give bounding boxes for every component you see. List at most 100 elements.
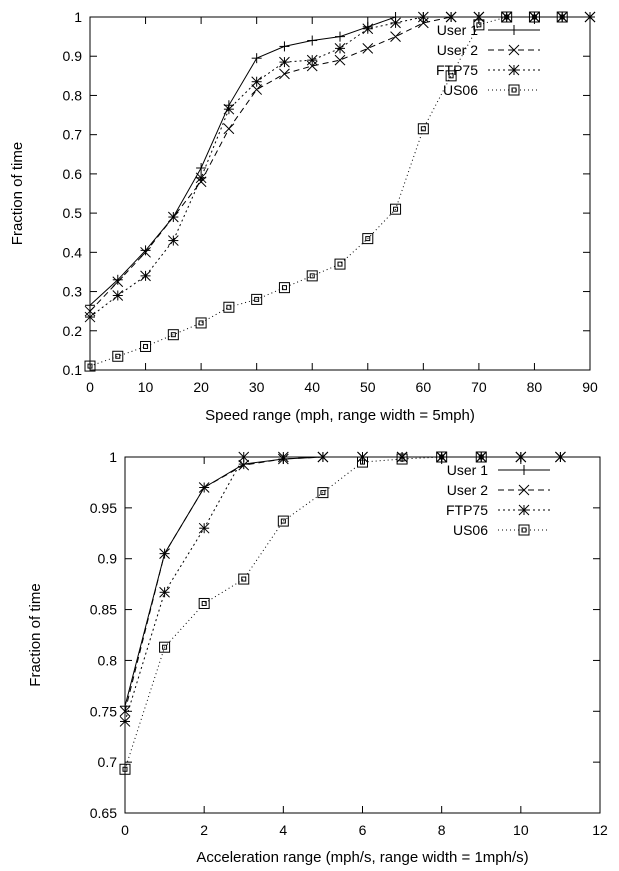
legend-marker xyxy=(508,44,520,56)
data-point xyxy=(119,763,131,775)
y-tick-label: 0.8 xyxy=(63,87,83,103)
data-point xyxy=(112,350,124,362)
series-user-1 xyxy=(120,452,566,712)
data-point xyxy=(475,451,487,463)
data-point xyxy=(223,123,235,135)
data-point xyxy=(501,11,513,23)
x-tick-label: 0 xyxy=(121,822,129,838)
y-tick-label: 0.9 xyxy=(63,48,83,64)
data-point xyxy=(223,301,235,313)
x-tick-label: 30 xyxy=(249,379,265,395)
data-point xyxy=(473,11,485,23)
x-tick-label: 80 xyxy=(527,379,543,395)
series-line xyxy=(124,456,561,712)
data-point xyxy=(112,276,124,288)
data-point xyxy=(473,19,485,31)
y-tick-label: 0.9 xyxy=(98,551,118,567)
data-point xyxy=(306,60,318,72)
data-point xyxy=(279,68,290,80)
data-point xyxy=(390,17,401,29)
x-axis-label: Acceleration range (mph/s, range width =… xyxy=(196,849,528,866)
series-line xyxy=(124,456,482,770)
legend: User 1 User 2 FTP75 US06 xyxy=(446,462,550,538)
data-point xyxy=(159,641,171,653)
x-tick-label: 60 xyxy=(416,379,432,395)
y-tick-label: 1 xyxy=(109,449,117,465)
x-tick-label: 10 xyxy=(513,822,529,838)
data-point xyxy=(251,84,263,95)
data-point xyxy=(362,23,374,35)
series-ftp75 xyxy=(84,11,596,323)
data-point xyxy=(317,451,329,463)
chart-2: 0 2 4 6 8 10 12 0.65 0.7 0.75 0.8 0.85 0.9 0.95 1 Accel… xyxy=(27,449,608,866)
y-tick-label: 0.7 xyxy=(98,754,118,770)
x-tick-label: 70 xyxy=(471,379,487,395)
data-point xyxy=(140,246,151,258)
data-point xyxy=(198,482,210,493)
series-line xyxy=(124,456,561,707)
y-tick-label: 0.85 xyxy=(90,602,117,618)
data-point xyxy=(390,31,401,42)
data-point xyxy=(396,453,408,465)
data-point xyxy=(238,573,250,585)
series-us06 xyxy=(119,451,487,775)
legend-label: FTP75 xyxy=(446,502,488,518)
data-point xyxy=(85,300,95,311)
y-tick-label: 0.3 xyxy=(63,284,83,300)
data-point xyxy=(556,11,568,23)
data-point xyxy=(317,487,329,499)
data-point xyxy=(362,43,374,54)
y-tick-label: 1 xyxy=(74,9,82,25)
data-point xyxy=(445,11,457,23)
data-point xyxy=(84,311,96,323)
series-ftp75 xyxy=(119,451,566,727)
series-user-1 xyxy=(85,12,595,311)
data-point xyxy=(223,103,235,115)
data-point xyxy=(119,705,131,717)
x-tick-label: 40 xyxy=(304,379,320,395)
data-point xyxy=(196,163,207,174)
data-point xyxy=(251,53,262,64)
data-point xyxy=(112,290,124,301)
x-tick-label: 2 xyxy=(200,822,208,838)
legend: User 1 User 2 FTP75 US06 xyxy=(436,22,540,98)
y-tick-label: 0.7 xyxy=(63,127,83,143)
series-line xyxy=(89,16,590,312)
data-point xyxy=(555,451,566,463)
y-tick-label: 0.4 xyxy=(63,244,83,260)
data-point xyxy=(84,360,96,372)
data-point xyxy=(277,451,289,463)
series-user-2 xyxy=(84,11,596,317)
x-tick-label: 20 xyxy=(193,379,209,395)
data-point xyxy=(278,282,290,294)
x-tick-label: 10 xyxy=(138,379,154,395)
data-point xyxy=(445,70,457,82)
data-point xyxy=(417,17,429,29)
series-line xyxy=(124,456,561,722)
data-point xyxy=(436,451,448,463)
data-point xyxy=(584,11,596,23)
data-point xyxy=(306,270,318,282)
data-point xyxy=(417,11,429,23)
data-point xyxy=(238,459,250,471)
x-tick-label: 50 xyxy=(360,379,376,395)
y-tick-label: 0.5 xyxy=(63,205,83,221)
legend-label: User 1 xyxy=(447,462,488,478)
legend-marker xyxy=(509,25,519,35)
data-point xyxy=(159,586,170,598)
data-point xyxy=(140,340,152,352)
series-line xyxy=(89,16,590,318)
x-axis-label: Speed range (mph, range width = 5mph) xyxy=(205,407,475,424)
data-point xyxy=(251,76,263,88)
data-point xyxy=(307,35,318,46)
y-tick-label: 0.6 xyxy=(63,166,83,182)
data-point xyxy=(167,329,179,341)
data-point xyxy=(119,716,131,727)
y-tick-label: 0.1 xyxy=(63,362,83,378)
data-point xyxy=(84,305,96,317)
legend-marker xyxy=(519,465,529,475)
data-point xyxy=(436,451,448,463)
series-line xyxy=(89,16,563,367)
data-point xyxy=(195,172,207,184)
